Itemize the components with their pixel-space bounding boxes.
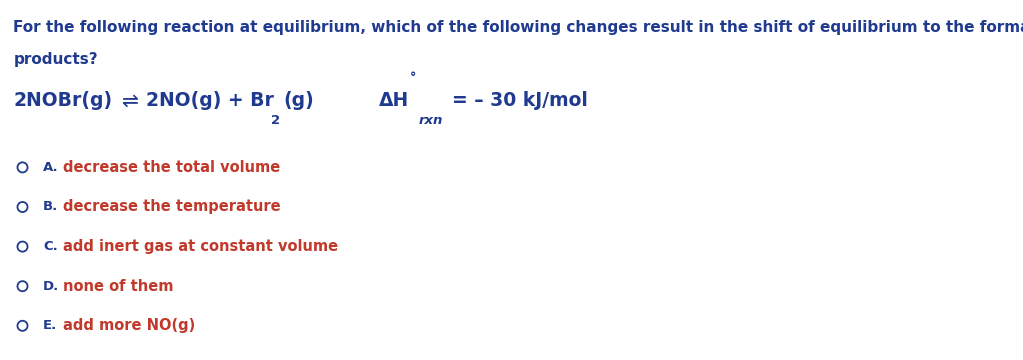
Text: B.: B.: [43, 201, 58, 213]
Text: 2: 2: [271, 114, 280, 127]
Text: °: °: [410, 71, 416, 84]
Text: none of them: none of them: [63, 279, 174, 294]
Text: 2NO(g) + Br: 2NO(g) + Br: [146, 91, 274, 110]
Text: A.: A.: [43, 161, 58, 174]
Text: D.: D.: [43, 280, 59, 293]
Text: E.: E.: [43, 319, 57, 332]
Text: products?: products?: [13, 52, 98, 67]
Text: add more NO(g): add more NO(g): [63, 318, 195, 333]
Text: 2NOBr(g): 2NOBr(g): [13, 91, 113, 110]
Text: rxn: rxn: [418, 114, 443, 127]
Text: decrease the total volume: decrease the total volume: [63, 160, 280, 175]
Text: For the following reaction at equilibrium, which of the following changes result: For the following reaction at equilibriu…: [13, 20, 1023, 35]
Text: = – 30 kJ/mol: = – 30 kJ/mol: [452, 91, 588, 110]
Text: (g): (g): [283, 91, 314, 110]
Text: C.: C.: [43, 240, 57, 253]
Text: ΔH: ΔH: [379, 91, 409, 110]
Text: $\rightleftharpoons$: $\rightleftharpoons$: [118, 91, 139, 110]
Text: decrease the temperature: decrease the temperature: [63, 199, 281, 215]
Text: add inert gas at constant volume: add inert gas at constant volume: [63, 239, 339, 254]
